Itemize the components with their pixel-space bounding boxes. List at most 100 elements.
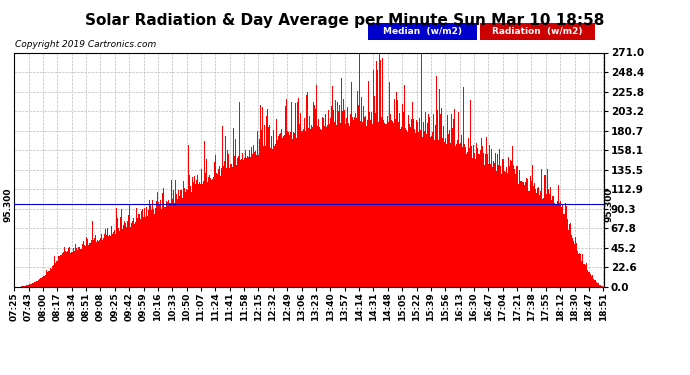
Bar: [236, 165, 237, 287]
Bar: [485, 154, 486, 287]
Bar: [486, 154, 488, 287]
Bar: [88, 246, 90, 287]
Bar: [514, 170, 515, 287]
Bar: [537, 188, 538, 287]
Bar: [346, 102, 348, 287]
Bar: [27, 285, 28, 287]
Bar: [455, 146, 456, 287]
Bar: [131, 224, 132, 287]
Bar: [451, 139, 453, 287]
Bar: [239, 102, 240, 287]
Bar: [38, 280, 39, 287]
Text: Radiation  (w/m2): Radiation (w/m2): [492, 27, 582, 36]
Bar: [547, 169, 548, 287]
Bar: [328, 117, 329, 287]
Bar: [65, 253, 66, 287]
Text: 95.300: 95.300: [3, 187, 12, 222]
Bar: [336, 125, 337, 287]
Bar: [273, 133, 275, 287]
Bar: [213, 177, 214, 287]
Bar: [518, 184, 519, 287]
Bar: [536, 193, 537, 287]
Bar: [400, 129, 401, 287]
Bar: [158, 202, 159, 287]
Bar: [597, 282, 598, 287]
Bar: [304, 118, 306, 287]
Bar: [106, 235, 107, 287]
Bar: [153, 209, 154, 287]
Bar: [300, 113, 301, 287]
Bar: [244, 158, 245, 287]
Bar: [181, 190, 182, 287]
Bar: [164, 207, 165, 287]
Bar: [133, 218, 134, 287]
Bar: [100, 238, 101, 287]
Bar: [56, 261, 57, 287]
Bar: [52, 266, 53, 287]
Bar: [126, 227, 128, 287]
Bar: [179, 196, 180, 287]
Bar: [479, 154, 480, 287]
Bar: [366, 126, 367, 287]
Bar: [85, 246, 86, 287]
Bar: [460, 143, 461, 287]
Bar: [522, 182, 523, 287]
Bar: [414, 129, 415, 287]
Bar: [540, 190, 541, 287]
Bar: [287, 131, 288, 287]
Bar: [380, 60, 381, 287]
Bar: [342, 111, 343, 287]
Bar: [137, 219, 139, 287]
Bar: [303, 129, 304, 287]
Bar: [39, 279, 41, 287]
Bar: [261, 128, 262, 287]
Bar: [63, 247, 65, 287]
Bar: [325, 114, 326, 287]
Bar: [339, 123, 341, 287]
Bar: [417, 122, 418, 287]
Bar: [203, 181, 204, 287]
Bar: [507, 173, 509, 287]
Bar: [369, 112, 370, 287]
Bar: [263, 146, 264, 287]
Bar: [302, 130, 303, 287]
Bar: [70, 248, 72, 287]
Bar: [465, 147, 466, 287]
Bar: [301, 131, 302, 287]
Bar: [315, 85, 317, 287]
Bar: [596, 282, 597, 287]
Bar: [143, 217, 144, 287]
Bar: [376, 61, 377, 287]
Bar: [121, 209, 122, 287]
Bar: [349, 126, 350, 287]
Bar: [197, 175, 198, 287]
Bar: [568, 224, 569, 287]
Bar: [407, 132, 408, 287]
Bar: [498, 165, 499, 287]
Bar: [552, 196, 553, 287]
Bar: [159, 205, 160, 287]
Bar: [83, 241, 84, 287]
Bar: [235, 138, 236, 287]
Bar: [28, 285, 29, 287]
Bar: [234, 156, 235, 287]
Bar: [93, 240, 94, 287]
Bar: [271, 136, 272, 287]
Bar: [110, 236, 111, 287]
Bar: [335, 100, 336, 287]
Bar: [208, 177, 209, 287]
Bar: [528, 190, 529, 287]
Bar: [437, 140, 439, 287]
FancyBboxPatch shape: [368, 23, 477, 40]
Bar: [30, 284, 31, 287]
Bar: [506, 141, 507, 287]
Bar: [573, 244, 575, 287]
Bar: [319, 127, 320, 287]
Bar: [188, 145, 189, 287]
Bar: [505, 172, 506, 287]
Bar: [426, 138, 427, 287]
Bar: [154, 214, 155, 287]
Bar: [526, 178, 527, 287]
Bar: [450, 143, 451, 287]
Bar: [230, 156, 231, 287]
